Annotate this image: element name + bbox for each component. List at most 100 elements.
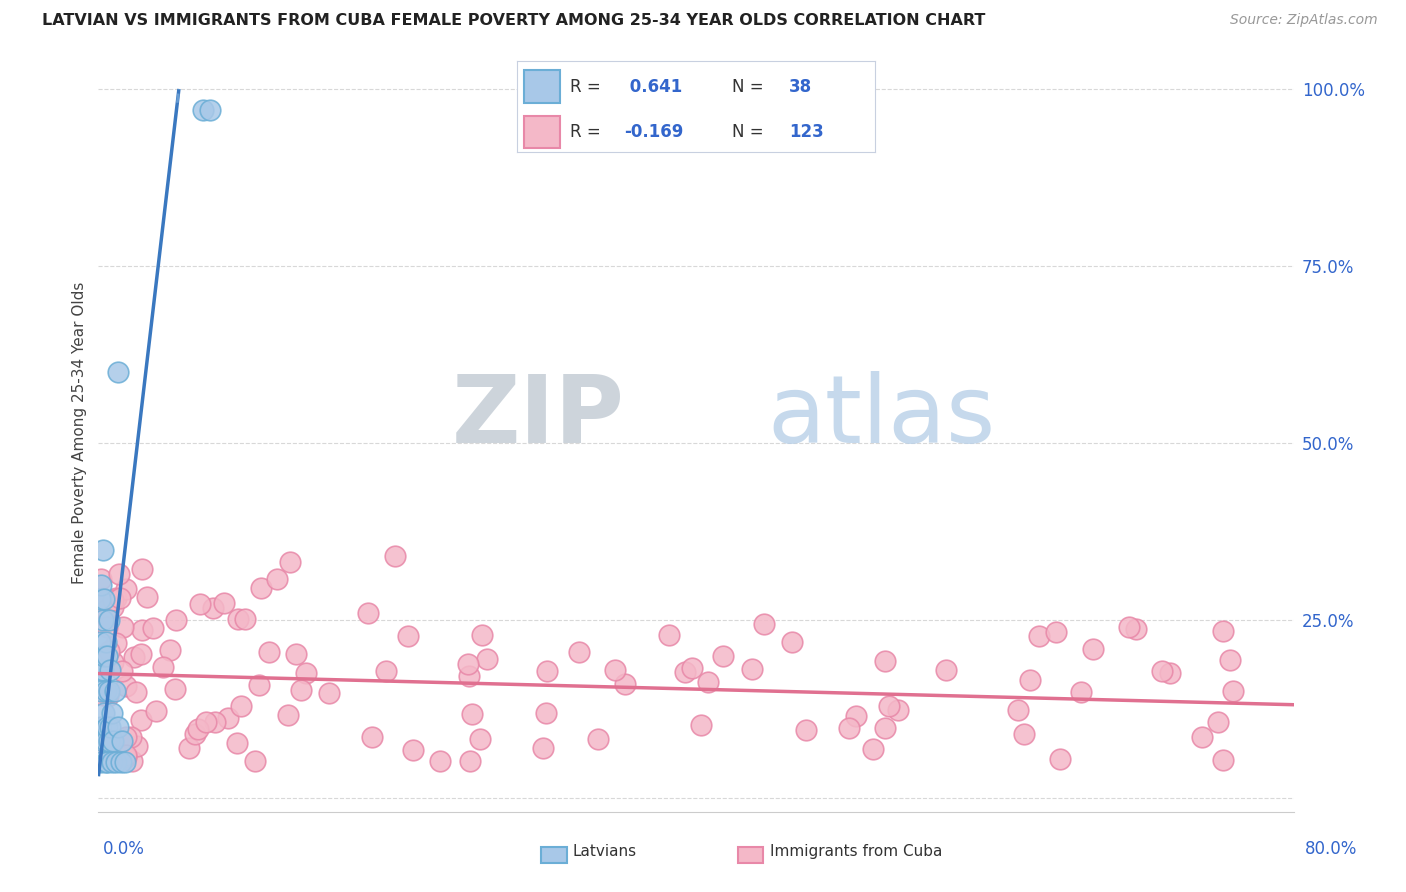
- Point: [200, 103, 222, 118]
- Point: [105, 755, 128, 769]
- Point: [360, 730, 382, 744]
- Point: [586, 732, 609, 747]
- Point: [89, 634, 111, 648]
- Point: [697, 674, 720, 689]
- Text: LATVIAN VS IMMIGRANTS FROM CUBA FEMALE POVERTY AMONG 25-34 YEAR OLDS CORRELATION: LATVIAN VS IMMIGRANTS FROM CUBA FEMALE P…: [42, 13, 986, 29]
- Point: [97, 644, 120, 658]
- Point: [94, 755, 117, 769]
- Point: [658, 628, 681, 642]
- Point: [91, 663, 114, 677]
- Point: [110, 755, 132, 769]
- Point: [107, 720, 129, 734]
- Point: [145, 704, 167, 718]
- Point: [108, 591, 131, 606]
- Point: [217, 711, 239, 725]
- Point: [1152, 664, 1174, 678]
- Point: [90, 732, 112, 747]
- Point: [90, 755, 112, 769]
- Point: [179, 741, 201, 756]
- Point: [91, 591, 114, 606]
- Point: [201, 600, 224, 615]
- Point: [94, 684, 117, 698]
- Point: [741, 662, 763, 676]
- Point: [93, 706, 115, 720]
- Point: [457, 669, 479, 683]
- Point: [131, 623, 153, 637]
- Point: [838, 721, 860, 735]
- Point: [91, 734, 114, 748]
- Point: [277, 707, 299, 722]
- Point: [114, 749, 136, 764]
- Point: [457, 657, 479, 671]
- Point: [115, 679, 138, 693]
- Point: [101, 600, 124, 615]
- Point: [613, 677, 636, 691]
- Point: [122, 650, 145, 665]
- Point: [1012, 727, 1035, 741]
- Point: [290, 683, 312, 698]
- Point: [96, 620, 118, 634]
- Point: [690, 717, 713, 731]
- Point: [1118, 620, 1140, 634]
- Point: [142, 621, 165, 635]
- Point: [250, 581, 273, 595]
- Point: [461, 707, 484, 722]
- Point: [318, 686, 340, 700]
- Point: [165, 682, 187, 697]
- Point: [105, 591, 128, 605]
- Point: [111, 619, 134, 633]
- Point: [228, 612, 250, 626]
- Point: [1045, 625, 1067, 640]
- Point: [536, 664, 558, 678]
- Point: [194, 714, 217, 729]
- Point: [1206, 715, 1229, 730]
- Text: Source: ZipAtlas.com: Source: ZipAtlas.com: [1230, 13, 1378, 28]
- Point: [96, 755, 118, 769]
- Point: [165, 613, 187, 627]
- Text: Immigrants from Cuba: Immigrants from Cuba: [770, 845, 943, 859]
- Point: [184, 726, 207, 740]
- Point: [1049, 752, 1071, 766]
- Point: [471, 628, 494, 642]
- Point: [794, 723, 817, 738]
- Point: [94, 634, 117, 648]
- Point: [97, 684, 120, 698]
- Point: [114, 755, 136, 769]
- Point: [1222, 684, 1244, 698]
- Text: ZIP: ZIP: [451, 371, 624, 464]
- Point: [90, 578, 112, 592]
- Text: atlas: atlas: [768, 371, 995, 464]
- Point: [470, 732, 492, 747]
- Point: [129, 713, 152, 727]
- Point: [104, 636, 127, 650]
- Point: [1125, 622, 1147, 636]
- Point: [295, 666, 318, 681]
- Point: [127, 739, 149, 754]
- Point: [120, 731, 142, 745]
- Point: [225, 736, 247, 750]
- Point: [97, 734, 120, 748]
- Point: [233, 612, 256, 626]
- Point: [396, 629, 419, 643]
- Point: [101, 655, 124, 669]
- Point: [534, 706, 557, 720]
- Point: [96, 720, 118, 734]
- Y-axis label: Female Poverty Among 25-34 Year Olds: Female Poverty Among 25-34 Year Olds: [72, 282, 87, 583]
- Point: [190, 597, 212, 611]
- Point: [278, 555, 301, 569]
- Point: [603, 663, 626, 677]
- Point: [673, 665, 696, 680]
- Point: [1007, 703, 1029, 717]
- Point: [374, 665, 396, 679]
- Point: [187, 722, 209, 736]
- Point: [96, 600, 118, 615]
- Point: [285, 647, 308, 661]
- Point: [845, 709, 868, 723]
- Point: [91, 614, 114, 628]
- Point: [111, 665, 134, 679]
- Point: [257, 645, 280, 659]
- Point: [214, 596, 236, 610]
- Point: [231, 698, 253, 713]
- Point: [458, 755, 481, 769]
- Point: [568, 644, 591, 658]
